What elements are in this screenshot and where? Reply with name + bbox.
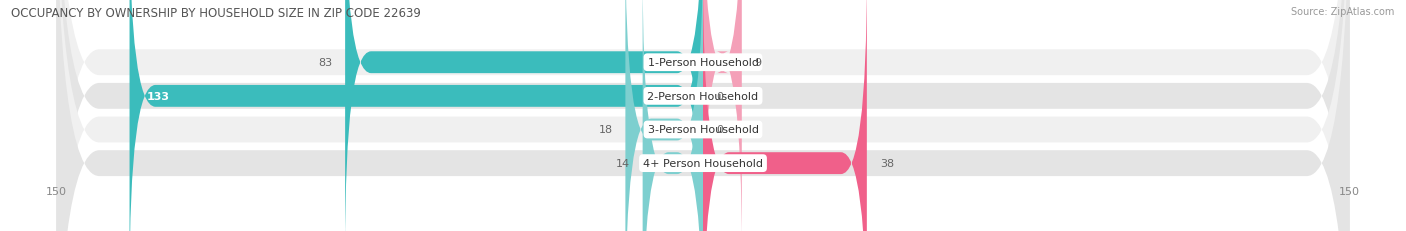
- FancyBboxPatch shape: [56, 0, 1350, 231]
- Text: 3-Person Household: 3-Person Household: [648, 125, 758, 135]
- Text: 0: 0: [716, 91, 723, 101]
- FancyBboxPatch shape: [56, 0, 1350, 231]
- FancyBboxPatch shape: [56, 0, 1350, 231]
- FancyBboxPatch shape: [56, 0, 1350, 231]
- FancyBboxPatch shape: [129, 0, 703, 231]
- Text: 0: 0: [716, 125, 723, 135]
- Legend: Owner-occupied, Renter-occupied: Owner-occupied, Renter-occupied: [588, 229, 818, 231]
- Text: 14: 14: [616, 158, 630, 168]
- Text: 83: 83: [318, 58, 332, 68]
- FancyBboxPatch shape: [703, 0, 742, 231]
- Text: OCCUPANCY BY OWNERSHIP BY HOUSEHOLD SIZE IN ZIP CODE 22639: OCCUPANCY BY OWNERSHIP BY HOUSEHOLD SIZE…: [11, 7, 422, 20]
- FancyBboxPatch shape: [626, 0, 703, 231]
- Text: 133: 133: [146, 91, 170, 101]
- FancyBboxPatch shape: [643, 0, 703, 231]
- Text: 2-Person Household: 2-Person Household: [647, 91, 759, 101]
- Text: 18: 18: [599, 125, 613, 135]
- FancyBboxPatch shape: [344, 0, 703, 231]
- Text: Source: ZipAtlas.com: Source: ZipAtlas.com: [1291, 7, 1395, 17]
- Text: 38: 38: [880, 158, 894, 168]
- Text: 9: 9: [755, 58, 762, 68]
- FancyBboxPatch shape: [703, 0, 868, 231]
- Text: 4+ Person Household: 4+ Person Household: [643, 158, 763, 168]
- Text: 1-Person Household: 1-Person Household: [648, 58, 758, 68]
